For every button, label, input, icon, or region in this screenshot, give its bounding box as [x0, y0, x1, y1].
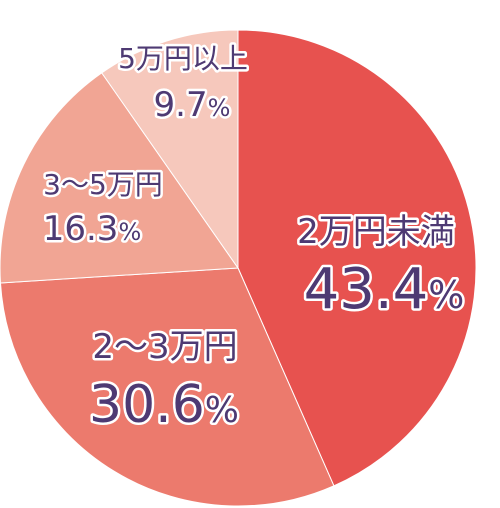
pie-slice-1 [0, 267, 335, 507]
pie-slice-3 [101, 29, 239, 270]
slice-label-2-3man: 2〜3万円 [92, 327, 237, 367]
slice-value-under-2man: 43.4% [304, 257, 465, 322]
pie-slices [0, 29, 477, 507]
slice-value-over-5man: 9.7% [154, 85, 231, 125]
pie-slice-2 [0, 72, 239, 284]
slice-label-3-5man: 3〜5万円 [43, 168, 163, 201]
slice-label-over-5man: 5万円以上 [118, 42, 248, 75]
slice-value-3-5man: 16.3% [43, 209, 142, 249]
pie-slice-0 [237, 29, 477, 487]
slice-value-2-3man: 30.6% [89, 375, 239, 435]
slice-label-under-2man: 2万円未満 [297, 212, 455, 252]
